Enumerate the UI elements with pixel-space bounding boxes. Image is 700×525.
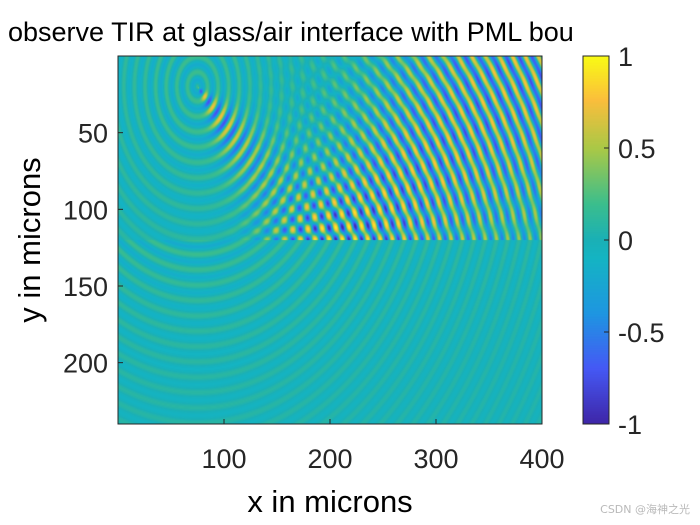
x-tick-label: 200 xyxy=(307,444,352,474)
colorbar-tick-label: 0 xyxy=(618,226,633,256)
y-tick-label: 100 xyxy=(63,195,108,225)
x-tick-label: 400 xyxy=(519,444,564,474)
plot-area xyxy=(117,55,543,425)
x-tick-label: 100 xyxy=(201,444,246,474)
x-tick-label: 300 xyxy=(413,444,458,474)
y-axis: 50 100 150 200 xyxy=(63,119,123,379)
y-tick-label: 50 xyxy=(78,119,108,149)
colorbar-tick-label: -0.5 xyxy=(618,318,665,348)
x-axis-label: x in microns xyxy=(247,484,412,519)
watermark: CSDN @海神之光 xyxy=(600,503,690,516)
chart-title: observe TIR at glass/air interface with … xyxy=(8,17,574,47)
colorbar-tick-label: 1 xyxy=(618,42,633,72)
heatmap-field xyxy=(118,56,542,424)
colorbar-ticks: 1 0.5 0 -0.5 -1 xyxy=(604,42,665,440)
x-axis: 100 200 300 400 xyxy=(201,419,565,474)
colorbar-tick-label: -1 xyxy=(618,410,642,440)
y-tick-label: 200 xyxy=(63,349,108,379)
y-axis-label: y in microns xyxy=(12,157,47,322)
colorbar: 1 0.5 0 -0.5 -1 xyxy=(582,42,665,440)
y-tick-label: 150 xyxy=(63,272,108,302)
colorbar-tick-label: 0.5 xyxy=(618,134,656,164)
